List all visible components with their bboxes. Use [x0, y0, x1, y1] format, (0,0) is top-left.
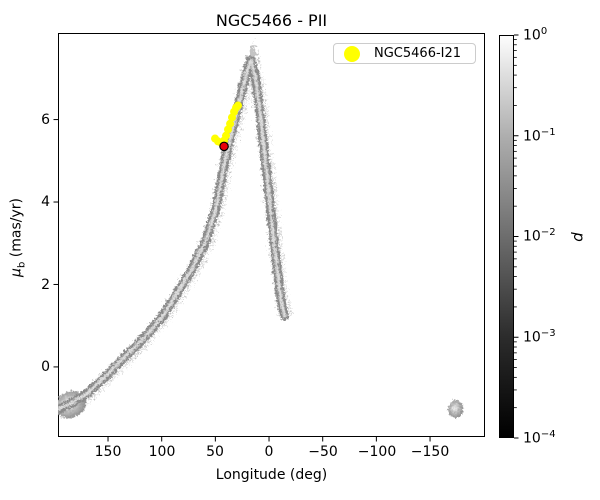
ytick-label: 0 [41, 359, 50, 375]
xtick-label: −100 [357, 444, 397, 460]
colorbar-tick-label: 10−1 [523, 127, 556, 145]
y-axis-label-mu: μ [8, 268, 25, 277]
xtick-label: −50 [308, 444, 338, 460]
plot-title: NGC5466 - PII [215, 11, 328, 30]
x-axis-label: Longitude (deg) [215, 467, 328, 483]
y-axis-label-sub: b [16, 261, 28, 269]
colorbar [499, 35, 514, 438]
xtick-label: 150 [94, 444, 122, 460]
legend: NGC5466-I21 [333, 43, 476, 64]
colorbar-tick-label: 10−4 [523, 429, 556, 447]
colorbar-tick-marks [514, 34, 519, 439]
axis-tick-marks [53, 119, 431, 442]
xtick-label: 0 [264, 444, 274, 460]
colorbar-tick-label: 100 [523, 26, 548, 44]
colorbar-axis-label: p [570, 232, 588, 242]
legend-marker-icon [344, 45, 360, 62]
xtick-label: −150 [410, 444, 450, 460]
colorbar-tick-label: 10−3 [523, 328, 556, 346]
ytick-label: 4 [41, 194, 50, 210]
ytick-label: 2 [41, 277, 50, 293]
xtick-label: 50 [206, 444, 224, 460]
legend-label: NGC5466-I21 [374, 46, 462, 61]
overlay-markers [211, 101, 243, 152]
density-stream [58, 38, 463, 418]
y-axis-label: μb (mas/yr) [8, 178, 28, 298]
y-axis-label-unit: (mas/yr) [8, 198, 25, 262]
xtick-label: 100 [148, 444, 176, 460]
colorbar-tick-label: 10−2 [523, 227, 556, 245]
ytick-label: 6 [41, 112, 50, 128]
